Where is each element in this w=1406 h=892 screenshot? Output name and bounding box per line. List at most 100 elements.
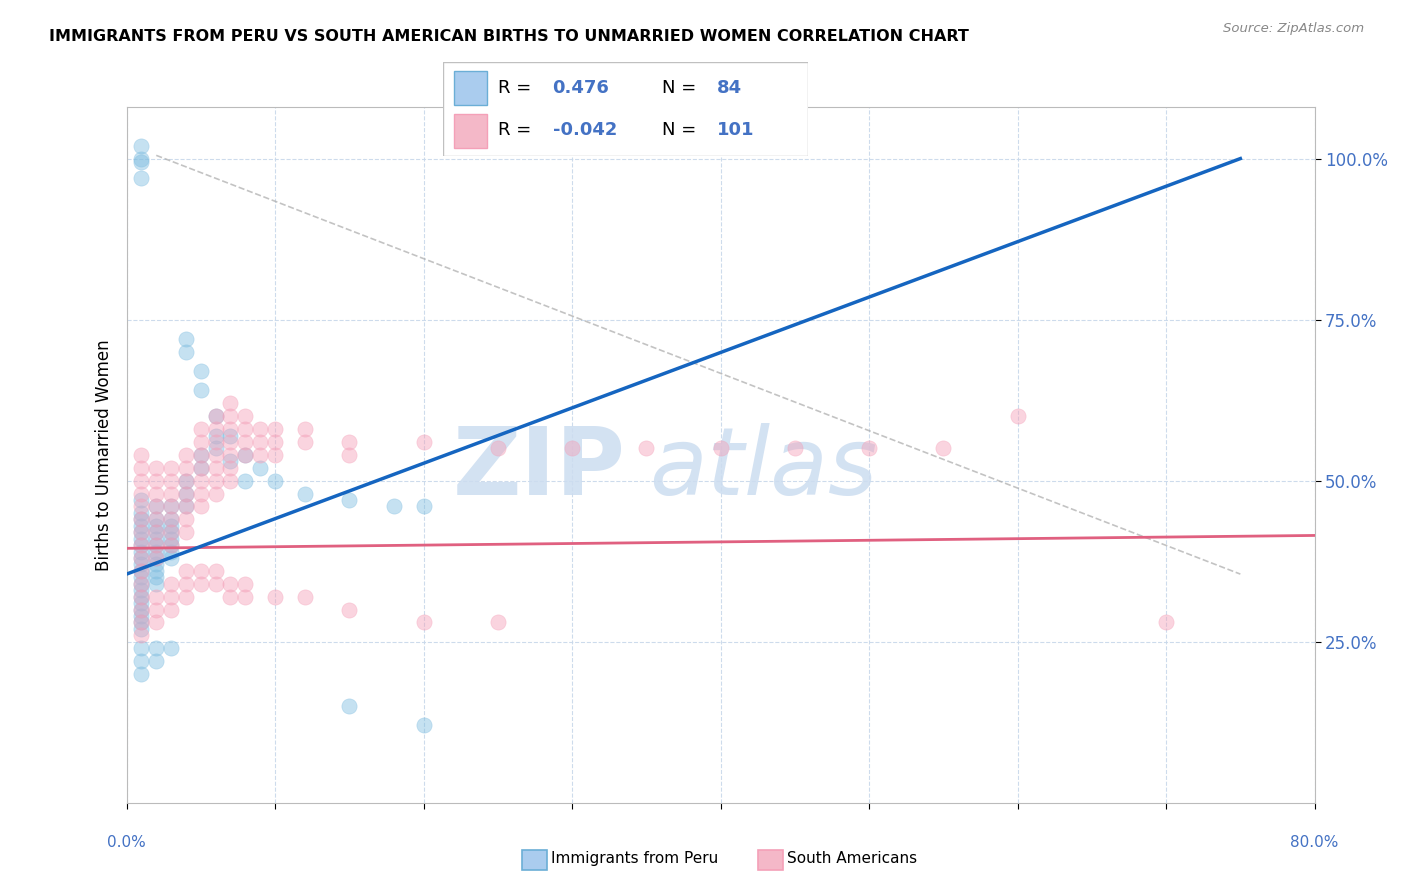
- Point: [337, 699, 360, 714]
- Point: [337, 435, 360, 450]
- Point: [294, 435, 316, 450]
- Point: [249, 460, 271, 475]
- Point: [145, 602, 167, 616]
- Text: Immigrants from Peru: Immigrants from Peru: [551, 851, 718, 865]
- Point: [131, 152, 153, 166]
- Point: [145, 551, 167, 566]
- FancyBboxPatch shape: [443, 62, 808, 156]
- Point: [131, 667, 153, 681]
- Point: [160, 532, 183, 546]
- Point: [337, 448, 360, 462]
- Point: [131, 654, 153, 668]
- Point: [145, 525, 167, 540]
- Point: [337, 602, 360, 616]
- Point: [131, 590, 153, 604]
- Point: [190, 435, 212, 450]
- Point: [233, 422, 256, 436]
- Point: [131, 641, 153, 656]
- Point: [190, 576, 212, 591]
- Point: [145, 486, 167, 500]
- Point: [145, 551, 167, 566]
- Point: [160, 486, 183, 500]
- Point: [783, 442, 806, 456]
- Point: [204, 576, 226, 591]
- Point: [160, 500, 183, 514]
- Point: [145, 500, 167, 514]
- Point: [412, 718, 434, 732]
- Point: [131, 609, 153, 624]
- Point: [145, 500, 167, 514]
- Point: [131, 596, 153, 610]
- Point: [145, 525, 167, 540]
- Point: [233, 474, 256, 488]
- Point: [294, 590, 316, 604]
- Point: [219, 435, 242, 450]
- Point: [160, 460, 183, 475]
- Point: [219, 396, 242, 410]
- FancyBboxPatch shape: [454, 114, 486, 148]
- Point: [131, 538, 153, 552]
- Point: [233, 448, 256, 462]
- Point: [337, 493, 360, 508]
- Point: [145, 518, 167, 533]
- Point: [219, 590, 242, 604]
- Point: [160, 512, 183, 526]
- Point: [174, 590, 197, 604]
- Point: [219, 422, 242, 436]
- Point: [131, 518, 153, 533]
- Point: [204, 435, 226, 450]
- Point: [249, 435, 271, 450]
- Point: [204, 564, 226, 578]
- Point: [190, 564, 212, 578]
- Point: [145, 460, 167, 475]
- Point: [174, 500, 197, 514]
- Point: [131, 170, 153, 185]
- Point: [131, 512, 153, 526]
- Point: [190, 460, 212, 475]
- Point: [160, 641, 183, 656]
- Point: [131, 576, 153, 591]
- Point: [190, 384, 212, 398]
- Point: [294, 422, 316, 436]
- Point: [131, 602, 153, 616]
- Point: [145, 538, 167, 552]
- Point: [174, 486, 197, 500]
- Point: [486, 442, 509, 456]
- Point: [561, 442, 583, 456]
- Point: [160, 602, 183, 616]
- Point: [932, 442, 955, 456]
- Point: [145, 641, 167, 656]
- Point: [219, 474, 242, 488]
- Point: [174, 525, 197, 540]
- Point: [382, 500, 405, 514]
- Point: [145, 576, 167, 591]
- Text: R =: R =: [498, 121, 531, 139]
- Point: [131, 532, 153, 546]
- Point: [412, 615, 434, 630]
- Point: [636, 442, 658, 456]
- Point: [264, 422, 287, 436]
- Point: [131, 583, 153, 598]
- Point: [204, 448, 226, 462]
- FancyBboxPatch shape: [454, 70, 486, 104]
- Point: [160, 551, 183, 566]
- Point: [264, 448, 287, 462]
- Text: -0.042: -0.042: [553, 121, 617, 139]
- Text: 80.0%: 80.0%: [1291, 836, 1339, 850]
- Point: [160, 538, 183, 552]
- Text: atlas: atlas: [650, 424, 877, 515]
- Point: [145, 615, 167, 630]
- Point: [219, 576, 242, 591]
- Text: South Americans: South Americans: [787, 851, 918, 865]
- Point: [131, 564, 153, 578]
- Point: [174, 474, 197, 488]
- FancyBboxPatch shape: [522, 850, 547, 870]
- Point: [131, 506, 153, 520]
- Point: [219, 448, 242, 462]
- Point: [145, 590, 167, 604]
- Point: [1007, 409, 1029, 424]
- Point: [249, 448, 271, 462]
- Point: [160, 525, 183, 540]
- Text: N =: N =: [662, 78, 696, 96]
- Point: [233, 435, 256, 450]
